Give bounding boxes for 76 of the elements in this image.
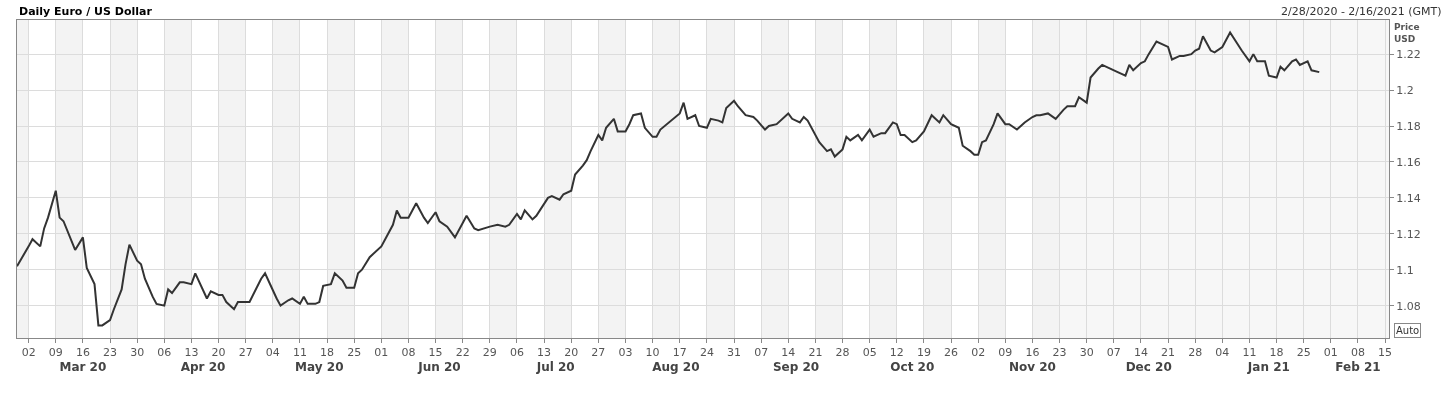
x2-tick-label: Dec 20 bbox=[1125, 360, 1172, 374]
x-tick-label: 20 bbox=[564, 346, 579, 360]
x2-tick-label: Aug 20 bbox=[652, 360, 700, 374]
x-tick-label: 10 bbox=[645, 346, 660, 360]
x-tick-label: 19 bbox=[916, 346, 931, 360]
x-tick-label: 04 bbox=[1215, 346, 1230, 360]
x2-tick-label: Apr 20 bbox=[180, 360, 226, 374]
x-tick-label: 08 bbox=[1350, 346, 1365, 360]
x-tick-label: 17 bbox=[672, 346, 687, 360]
y-tick-label: 1.22 bbox=[1396, 47, 1421, 61]
x-tick-label: 18 bbox=[1269, 346, 1284, 360]
chart-title: Daily Euro / US Dollar bbox=[19, 5, 153, 18]
x-tick-label: 28 bbox=[835, 346, 850, 360]
x-tick-label: 06 bbox=[157, 346, 172, 360]
x-tick-label: 08 bbox=[401, 346, 416, 360]
x2-tick-label: Oct 20 bbox=[890, 360, 935, 374]
x2-tick-label: Feb 21 bbox=[1335, 360, 1381, 374]
line-series bbox=[17, 31, 1321, 327]
x2-tick-label: Sep 20 bbox=[772, 360, 820, 374]
x2-tick-label: Jan 21 bbox=[1246, 360, 1290, 374]
x-tick-label: 15 bbox=[1378, 346, 1393, 360]
x-tick-label: 20 bbox=[211, 346, 226, 360]
x-tick-label: 29 bbox=[482, 346, 497, 360]
x2-tick-label: Nov 20 bbox=[1008, 360, 1056, 374]
text: Auto bbox=[1396, 325, 1420, 336]
x-tick-label: 07 bbox=[1106, 346, 1121, 360]
x2-tick-label: Jun 20 bbox=[417, 360, 461, 374]
x2-tick-label: Mar 20 bbox=[59, 360, 107, 374]
x-tick-label: 04 bbox=[265, 346, 280, 360]
x-tick-label: 16 bbox=[75, 346, 90, 360]
x-tick-label: 13 bbox=[184, 346, 199, 360]
x-tick-label: 23 bbox=[103, 346, 118, 360]
x2-tick-label: May 20 bbox=[295, 360, 344, 374]
x-tick-label: 22 bbox=[455, 346, 470, 360]
x-tick-label: 01 bbox=[1323, 346, 1338, 360]
x-tick-label: 05 bbox=[862, 346, 877, 360]
x-tick-label: 03 bbox=[618, 346, 633, 360]
y-axis-title: Price USD bbox=[1394, 22, 1420, 44]
x-tick-label: 01 bbox=[374, 346, 389, 360]
x-tick-label: 30 bbox=[130, 346, 145, 360]
y-tick-label: 1.08 bbox=[1396, 299, 1421, 313]
x-tick-label: 28 bbox=[1188, 346, 1203, 360]
x-tick-label: 09 bbox=[998, 346, 1013, 360]
x-tick-label: 14 bbox=[1133, 346, 1148, 360]
y-tick-label: 1.18 bbox=[1396, 119, 1421, 133]
x-tick-label: 07 bbox=[754, 346, 769, 360]
y-tick-label: 1.2 bbox=[1396, 83, 1414, 97]
x-tick-label: 23 bbox=[1052, 346, 1067, 360]
x-tick-label: 15 bbox=[428, 346, 443, 360]
y-tick-label: 1.16 bbox=[1396, 155, 1421, 169]
x-tick-label: 25 bbox=[1296, 346, 1311, 360]
chart-subtitle: 2/28/2020 - 2/16/2021 (GMT) bbox=[1281, 5, 1442, 18]
x-tick-label: 06 bbox=[509, 346, 524, 360]
x-tick-label: 21 bbox=[1161, 346, 1176, 360]
x-tick-label: 11 bbox=[1242, 346, 1257, 360]
x-tick-label: 27 bbox=[591, 346, 606, 360]
x-tick-label: 24 bbox=[699, 346, 714, 360]
x-tick-label: 09 bbox=[48, 346, 63, 360]
y-tick-label: 1.14 bbox=[1396, 191, 1421, 205]
x-tick-label: 31 bbox=[727, 346, 742, 360]
x-tick-label: 27 bbox=[238, 346, 253, 360]
x-tick-label: 18 bbox=[320, 346, 335, 360]
x-tick-label: 02 bbox=[21, 346, 36, 360]
x-tick-label: 12 bbox=[889, 346, 904, 360]
x-tick-label: 02 bbox=[971, 346, 986, 360]
x-tick-label: 16 bbox=[1025, 346, 1040, 360]
x-tick-label: 13 bbox=[537, 346, 552, 360]
x-tick-label: 26 bbox=[944, 346, 959, 360]
x-tick-label: 25 bbox=[347, 346, 362, 360]
x-tick-label: 11 bbox=[292, 346, 307, 360]
x-tick-label: 30 bbox=[1079, 346, 1094, 360]
y-tick-label: 1.1 bbox=[1396, 263, 1414, 277]
x2-tick-label: Jul 20 bbox=[535, 360, 575, 374]
x-tick-label: 14 bbox=[781, 346, 796, 360]
y-tick-label: 1.12 bbox=[1396, 227, 1421, 241]
x-tick-label: 21 bbox=[808, 346, 823, 360]
